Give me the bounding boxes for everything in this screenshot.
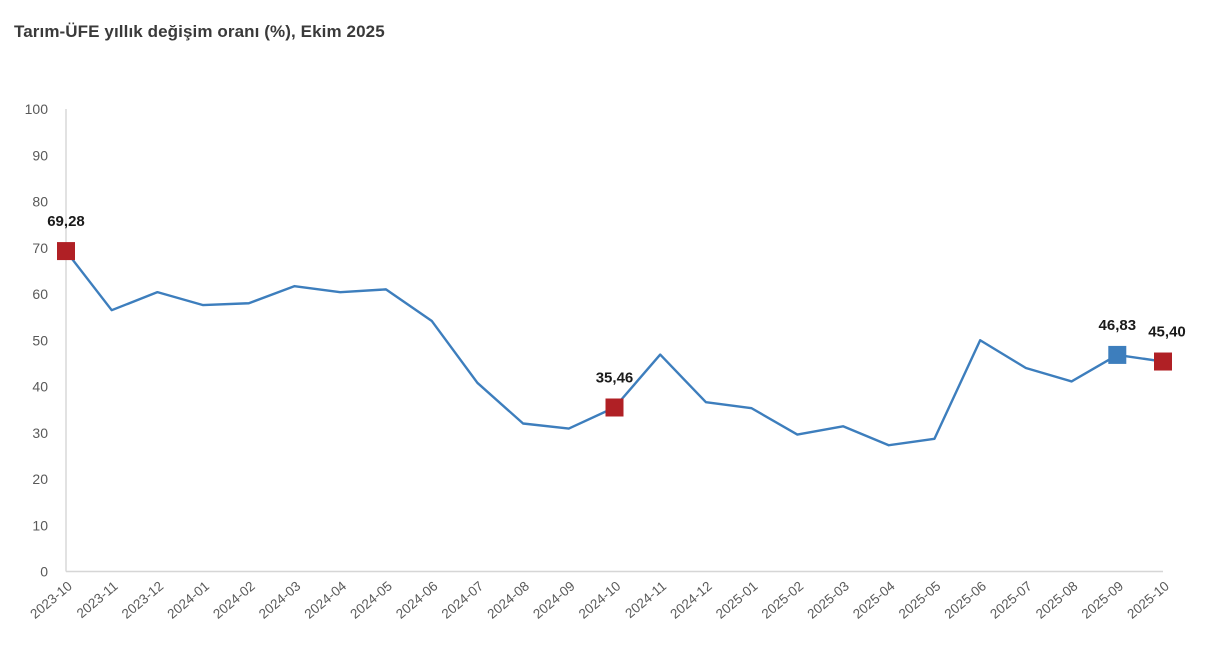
x-axis-tick-label: 2024-04 — [302, 578, 350, 622]
data-marker — [57, 242, 75, 261]
x-axis-tick-label: 2024-06 — [393, 578, 441, 621]
data-marker — [1108, 345, 1127, 364]
y-axis-tick-label: 0 — [40, 564, 48, 580]
x-axis-tick-label: 2024-09 — [530, 578, 578, 621]
y-axis-tick-label: 80 — [32, 194, 48, 210]
x-axis-tick-label: 2025-02 — [759, 578, 807, 621]
data-label: 46,83 — [1099, 317, 1137, 334]
x-axis-tick-label: 2025-05 — [896, 578, 944, 621]
data-label: 45,40 — [1148, 324, 1186, 341]
chart-title: Tarım-ÜFE yıllık değişim oranı (%), Ekim… — [14, 22, 385, 41]
x-axis-tick-label: 2024-12 — [667, 578, 715, 621]
x-axis-tick-label: 2023-11 — [74, 578, 121, 621]
x-axis-tick-label: 2025-08 — [1033, 578, 1081, 621]
x-axis-tick-label: 2024-03 — [256, 578, 304, 621]
data-label: 35,46 — [596, 369, 634, 386]
x-axis-tick-label: 2024-01 — [164, 578, 212, 621]
y-axis-tick-label: 20 — [32, 471, 48, 487]
x-axis-tick-label: 2025-01 — [713, 578, 761, 621]
x-axis-tick-label: 2025-03 — [804, 578, 852, 621]
y-axis-tick-label: 30 — [32, 425, 48, 441]
x-axis-tick-label: 2023-10 — [27, 578, 75, 621]
x-axis-tick-label: 2023-12 — [119, 578, 167, 621]
x-axis-tick-label: 2025-06 — [941, 578, 989, 621]
data-marker — [1154, 352, 1172, 371]
data-label: 69,28 — [47, 213, 85, 230]
x-axis-tick-label: 2024-05 — [347, 578, 395, 621]
y-axis-tick-label: 10 — [32, 517, 48, 533]
x-axis-tick-label: 2024-08 — [484, 578, 532, 621]
x-axis-tick-label: 2024-07 — [439, 578, 487, 621]
x-axis-tick-label: 2025-09 — [1079, 578, 1127, 621]
x-axis-tick-label: 2025-04 — [850, 578, 898, 622]
x-axis-tick-label: 2024-10 — [576, 578, 624, 621]
x-axis-tick-label: 2025-10 — [1124, 578, 1172, 621]
data-marker — [605, 398, 624, 417]
x-axis-tick-label: 2024-11 — [622, 578, 669, 621]
x-axis-tick-label: 2025-07 — [987, 578, 1035, 621]
y-axis-tick-label: 90 — [32, 147, 48, 163]
y-axis-tick-label: 50 — [32, 332, 48, 348]
y-axis-tick-label: 100 — [25, 101, 49, 117]
y-axis-tick-label: 70 — [32, 240, 48, 256]
y-axis-tick-label: 40 — [32, 379, 48, 395]
y-axis-tick-label: 60 — [32, 286, 48, 302]
x-axis-tick-label: 2024-02 — [210, 578, 258, 621]
